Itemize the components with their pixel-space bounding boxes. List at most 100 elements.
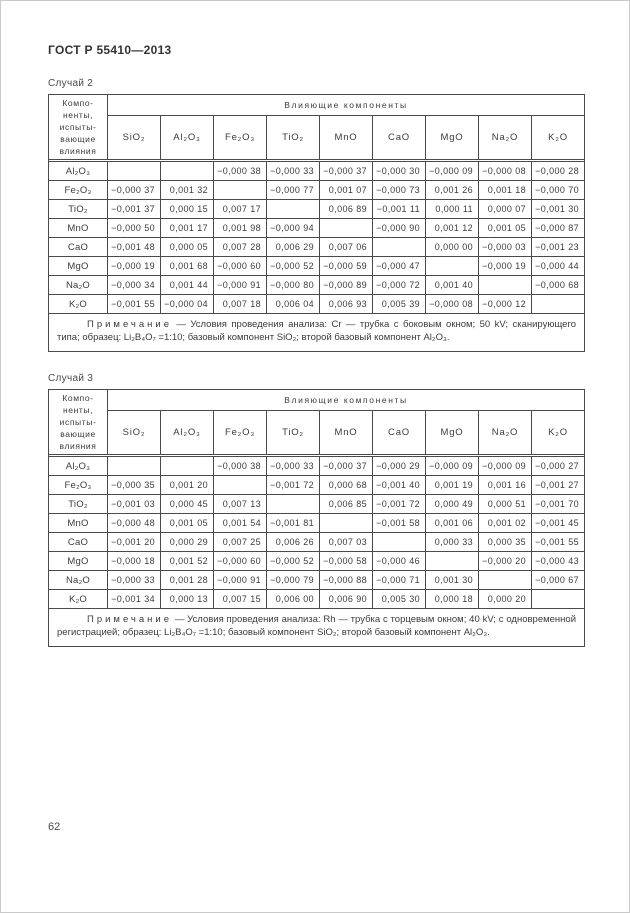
- value-cell: 0,000 18: [425, 589, 479, 609]
- value-cell: −0,000 08: [425, 294, 479, 314]
- case2-section: Случай 2 Компо- ненты, испыты- вающие вл…: [48, 78, 585, 352]
- column-header: K₂O: [531, 114, 585, 161]
- value-cell: −0,000 58: [319, 551, 373, 571]
- value-cell: −0,000 77: [266, 180, 320, 200]
- value-cell: 0,007 17: [213, 199, 267, 219]
- value-cell: [160, 161, 214, 181]
- value-cell: −0,000 80: [266, 275, 320, 295]
- table-body-case2: Al₂O₃ −0,000 38 −0,000 33 −0,000 37 −0,000 3…: [48, 161, 585, 314]
- value-cell: −0,000 09: [425, 161, 479, 181]
- value-cell: 0,001 12: [425, 218, 479, 238]
- value-cell: −0,000 67: [531, 570, 585, 590]
- value-cell: −0,001 37: [107, 199, 161, 219]
- value-cell: 0,001 30: [425, 570, 479, 590]
- column-header: MnO: [319, 114, 373, 161]
- table-row: TiO₂ −0,001 03 0,000 45 0,007 13 0,006 85 −0,…: [48, 494, 585, 514]
- value-cell: −0,000 18: [107, 551, 161, 571]
- value-cell: [319, 513, 373, 533]
- column-header: MgO: [425, 114, 479, 161]
- case3-section: Случай 3 Компо- ненты, испыты- вающие вл…: [48, 373, 585, 647]
- value-cell: −0,000 44: [531, 256, 585, 276]
- value-cell: 0,001 44: [160, 275, 214, 295]
- table-row: K₂O −0,001 34 0,000 13 0,007 15 0,006 00 0,00…: [48, 589, 585, 609]
- value-cell: −0,001 72: [372, 494, 426, 514]
- value-cell: −0,000 35: [107, 475, 161, 495]
- value-cell: 0,006 90: [319, 589, 373, 609]
- row-label: CaO: [48, 237, 108, 257]
- column-header: MgO: [425, 409, 479, 456]
- value-cell: 0,005 39: [372, 294, 426, 314]
- value-cell: 0,000 11: [425, 199, 479, 219]
- value-cell: [266, 494, 320, 514]
- value-cell: −0,001 03: [107, 494, 161, 514]
- table-row: CaO −0,001 20 0,000 29 0,007 25 0,006 26 0,00…: [48, 532, 585, 552]
- value-cell: [478, 275, 532, 295]
- row-label: MnO: [48, 218, 108, 238]
- value-cell: 0,006 00: [266, 589, 320, 609]
- value-cell: −0,000 50: [107, 218, 161, 238]
- value-cell: 0,001 32: [160, 180, 214, 200]
- value-cell: −0,000 28: [531, 161, 585, 181]
- table-note-case2: Примечание — Условия проведения анализа:…: [48, 313, 585, 352]
- value-cell: 0,006 93: [319, 294, 373, 314]
- value-cell: −0,000 87: [531, 218, 585, 238]
- row-label: Al₂O₃: [48, 456, 108, 476]
- column-header-row: SiO₂ Al₂O₃ Fe₂O₃ TiO₂ MnO CaO MgO Na₂O K₂O: [49, 409, 585, 456]
- value-cell: [478, 570, 532, 590]
- value-cell: 0,000 05: [160, 237, 214, 257]
- table-row: Al₂O₃ −0,000 38 −0,000 33 −0,000 37 −0,000 2…: [48, 456, 585, 476]
- value-cell: −0,000 60: [213, 551, 267, 571]
- span-header: Влияющие компоненты: [107, 389, 585, 411]
- note-text: — Условия проведения анализа: Rh — трубк…: [57, 614, 576, 638]
- row-label: MnO: [48, 513, 108, 533]
- row-label: MgO: [48, 256, 108, 276]
- value-cell: [319, 218, 373, 238]
- note-text: — Условия проведения анализа: Cr — трубк…: [57, 319, 576, 343]
- value-cell: 0,001 98: [213, 218, 267, 238]
- table-row: Fe₂O₃ −0,000 37 0,001 32 −0,000 77 0,001 07−…: [48, 180, 585, 200]
- value-cell: −0,000 90: [372, 218, 426, 238]
- value-cell: −0,000 91: [213, 275, 267, 295]
- value-cell: [372, 237, 426, 257]
- value-cell: 0,001 40: [425, 275, 479, 295]
- table-row: MgO −0,000 19 0,001 68 −0,000 60 −0,000 52 −0…: [48, 256, 585, 276]
- value-cell: −0,000 33: [266, 161, 320, 181]
- span-header-row: Компо- ненты, испыты- вающие влияния Вли…: [48, 94, 585, 160]
- value-cell: 0,000 68: [319, 475, 373, 495]
- value-cell: −0,000 04: [160, 294, 214, 314]
- note-label: Примечание: [87, 319, 172, 330]
- value-cell: 0,006 29: [266, 237, 320, 257]
- value-cell: −0,000 91: [213, 570, 267, 590]
- value-cell: 0,007 25: [213, 532, 267, 552]
- value-cell: −0,001 58: [372, 513, 426, 533]
- column-header-row: SiO₂ Al₂O₃ Fe₂O₃ TiO₂ MnO CaO MgO Na₂O K₂O: [49, 114, 585, 161]
- row-label: K₂O: [48, 294, 108, 314]
- row-label: Na₂O: [48, 275, 108, 295]
- value-cell: −0,000 94: [266, 218, 320, 238]
- value-cell: 0,001 05: [478, 218, 532, 238]
- value-cell: 0,000 33: [425, 532, 479, 552]
- value-cell: [425, 551, 479, 571]
- row-label: Al₂O₃: [48, 161, 108, 181]
- column-header: Al₂O₃: [160, 409, 214, 456]
- value-cell: 0,007 13: [213, 494, 267, 514]
- row-label: Fe₂O₃: [48, 180, 108, 200]
- note-row: Примечание — Условия проведения анализа:…: [48, 608, 585, 647]
- value-cell: −0,000 19: [478, 256, 532, 276]
- table-row: Fe₂O₃ −0,000 35 0,001 20 −0,001 72 0,000 68−…: [48, 475, 585, 495]
- value-cell: −0,000 20: [478, 551, 532, 571]
- value-cell: 0,001 19: [425, 475, 479, 495]
- value-cell: 0,007 15: [213, 589, 267, 609]
- value-cell: 0,005 30: [372, 589, 426, 609]
- column-header: Fe₂O₃: [213, 409, 267, 456]
- value-cell: −0,000 71: [372, 570, 426, 590]
- value-cell: 0,006 89: [319, 199, 373, 219]
- value-cell: 0,000 35: [478, 532, 532, 552]
- value-cell: −0,001 30: [531, 199, 585, 219]
- column-header: Al₂O₃: [160, 114, 214, 161]
- value-cell: −0,000 38: [213, 161, 267, 181]
- value-cell: −0,001 40: [372, 475, 426, 495]
- value-cell: 0,000 49: [425, 494, 479, 514]
- table-row: MgO −0,000 18 0,001 52 −0,000 60 −0,000 52 −0…: [48, 551, 585, 571]
